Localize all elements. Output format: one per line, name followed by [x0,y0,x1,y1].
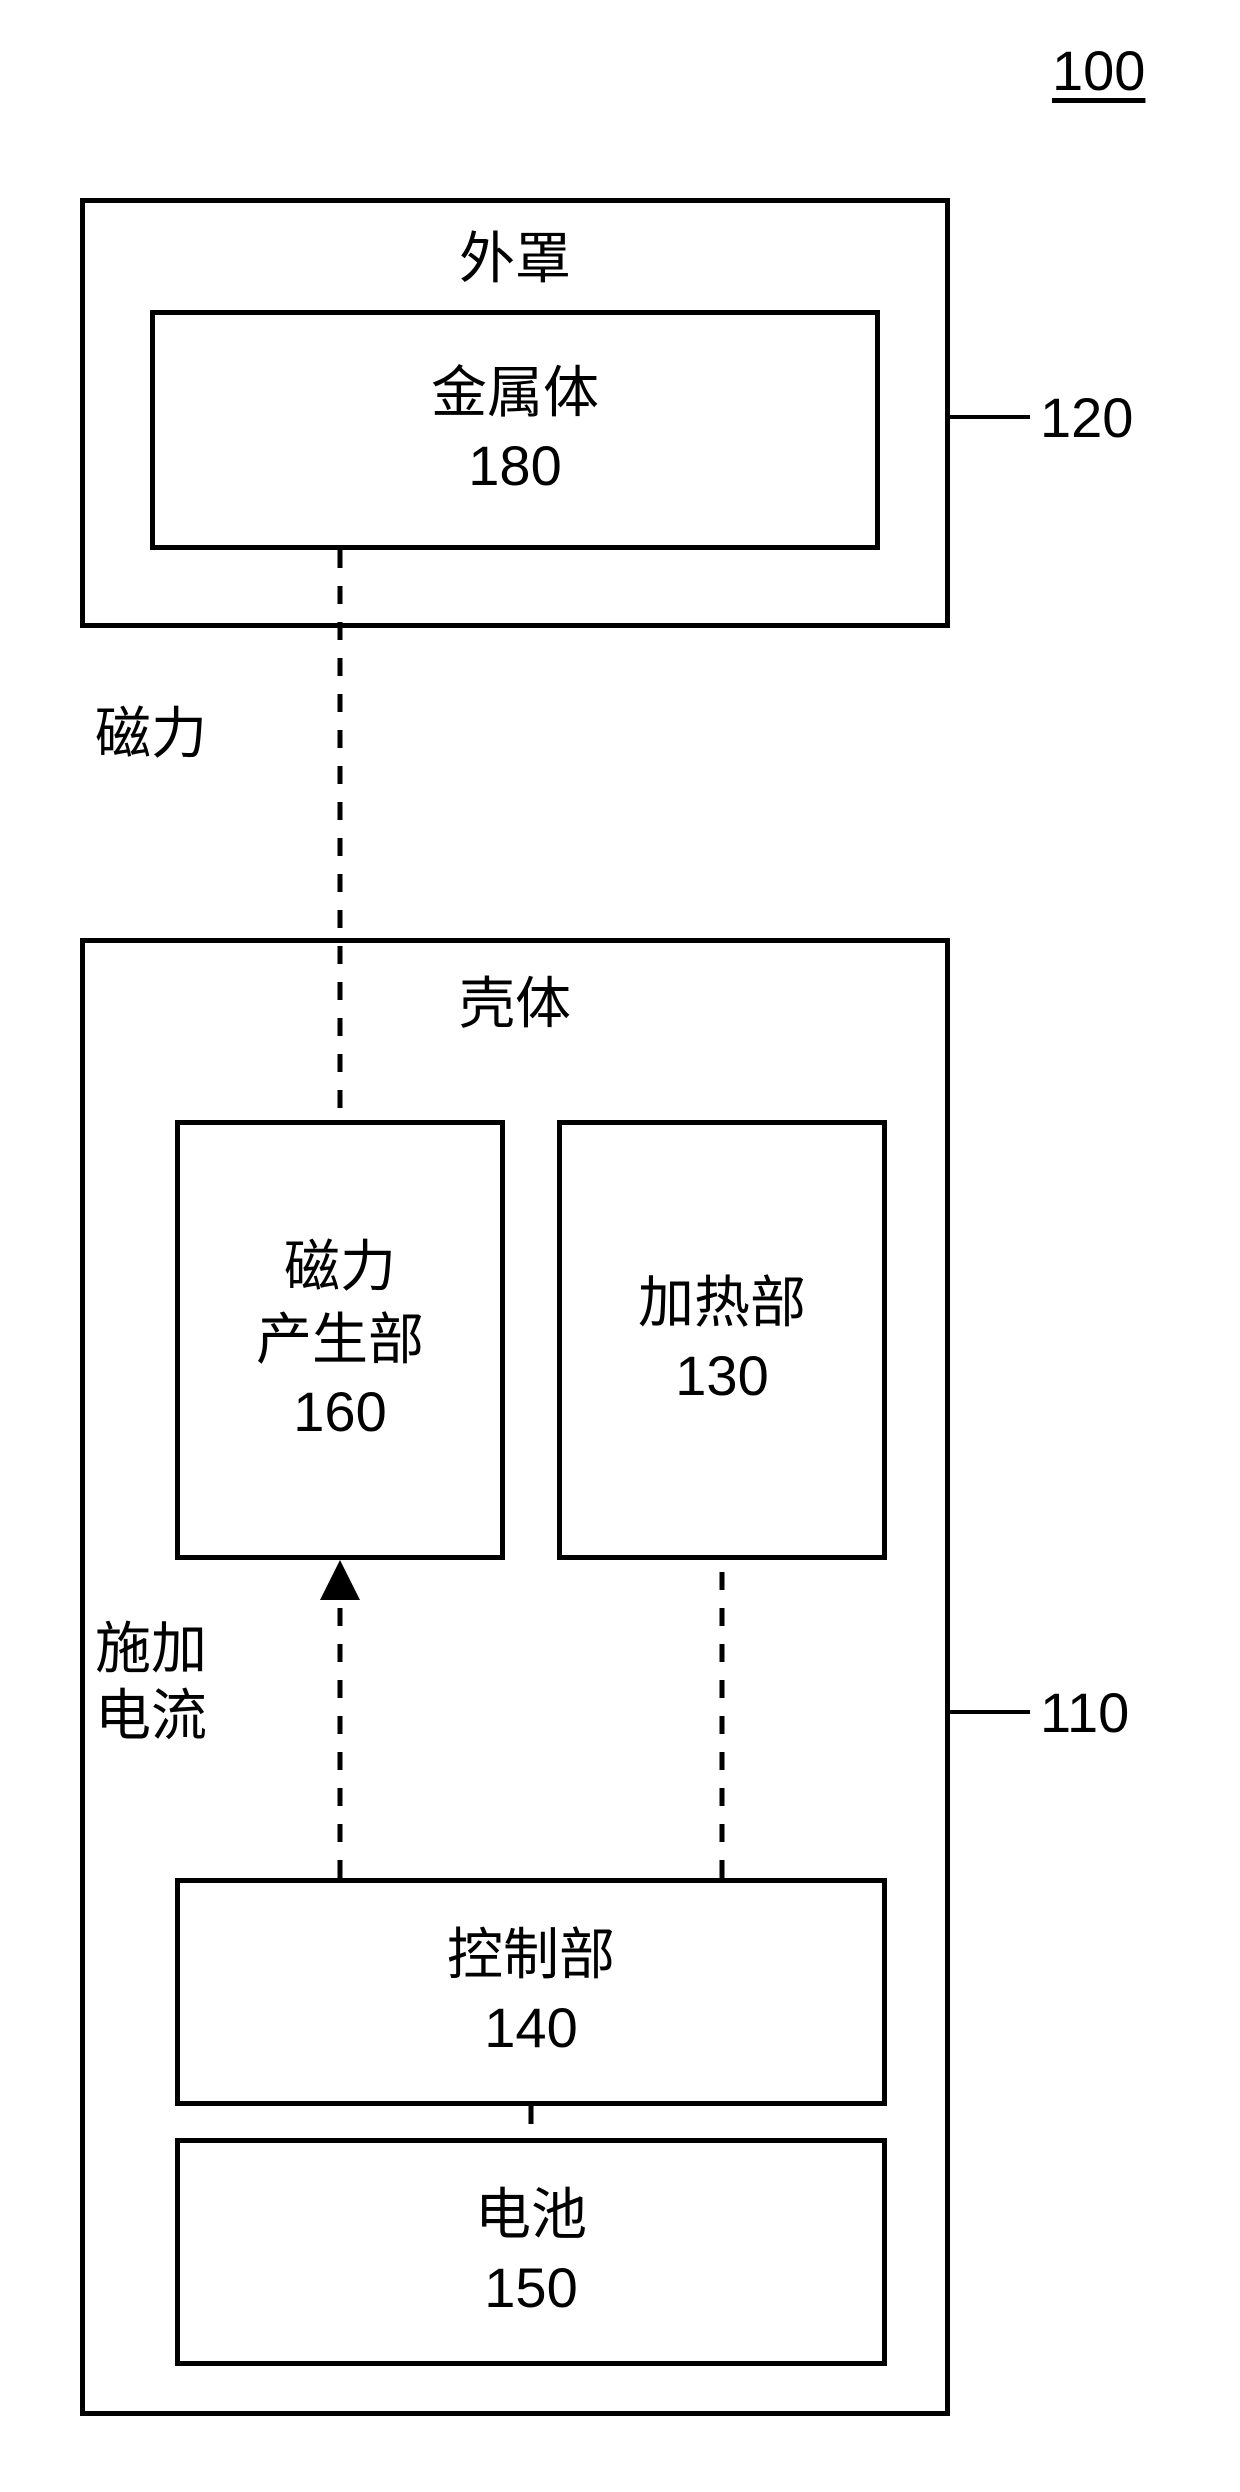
ref-number-110: 110 [1040,1680,1129,1745]
control-number: 140 [484,1992,577,2065]
heating-label: 加热部 [638,1267,806,1340]
metal-body-number: 180 [468,430,561,503]
metal-body-label: 金属体 [431,357,599,430]
metal-body-box: 金属体 180 [150,310,880,550]
magnetic-gen-label-2: 产生部 [256,1304,424,1377]
control-label: 控制部 [447,1919,615,1992]
heating-box: 加热部 130 [557,1120,887,1560]
battery-label: 电池 [475,2179,587,2252]
magnetic-gen-number: 160 [293,1376,386,1449]
heating-number: 130 [675,1340,768,1413]
annotation-magnetic-force: 磁力 [95,700,207,767]
magnetic-gen-label-1: 磁力 [284,1231,396,1304]
housing-label: 壳体 [459,968,571,1041]
leader-line-110 [950,1710,1030,1714]
control-box: 控制部 140 [175,1878,887,2106]
leader-line-120 [950,415,1030,419]
cover-label: 外罩 [459,223,571,296]
block-diagram: 100 外罩 金属体 180 120 磁力 壳体 磁力 产生部 160 加热部 … [0,0,1240,2492]
annotation-apply-current: 施加 电流 [95,1615,207,1749]
ref-number-100: 100 [1052,38,1145,103]
battery-box: 电池 150 [175,2138,887,2366]
ref-number-120: 120 [1040,385,1133,450]
apply-current-line2: 电流 [95,1682,207,1749]
apply-current-line1: 施加 [95,1615,207,1682]
battery-number: 150 [484,2252,577,2325]
magnetic-generator-box: 磁力 产生部 160 [175,1120,505,1560]
